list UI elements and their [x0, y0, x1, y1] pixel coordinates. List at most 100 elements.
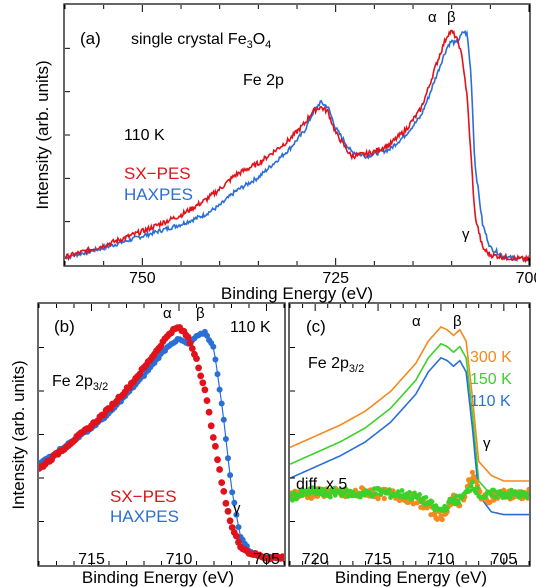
haxpes-series-b-point — [216, 386, 223, 393]
x-tick-label: 750 — [129, 270, 156, 287]
sxpes-series-b-point — [197, 372, 205, 380]
panel-a-temp-label: 110 K — [124, 127, 165, 144]
xlabel-c: Binding Energy (eV) — [335, 568, 487, 587]
panel-a-beta-label: β — [447, 9, 456, 26]
diff-150k-point — [332, 492, 338, 498]
haxpes-series-b-point — [218, 400, 225, 407]
diff-300k-point — [471, 473, 477, 479]
sxpes-series-b-point — [218, 479, 226, 486]
diff-150k-point — [526, 492, 529, 497]
diff-150k-point — [473, 490, 479, 496]
sxpes-series-b-point — [184, 333, 192, 341]
diff-150k-point — [345, 494, 351, 499]
x-tick-label: 710 — [166, 551, 193, 568]
sxpes-series-b-point — [193, 355, 200, 362]
panel-a-sample-label: single crystal Fe3O4 — [131, 31, 271, 51]
panel-a-legend-sxpes: SX−PES — [124, 164, 191, 183]
panel-b-temp-label: 110 K — [230, 319, 271, 336]
sxpes-series-b-point — [226, 517, 234, 525]
panel-c-legend-110k: 110 K — [470, 393, 511, 410]
panel-c-plot — [290, 326, 529, 523]
diff-300k-point — [477, 489, 483, 495]
diff-150k-point — [300, 493, 305, 498]
sxpes-series-b-point — [205, 408, 213, 416]
diff-150k-point — [444, 506, 450, 511]
panel-c-label: (c) — [306, 317, 326, 336]
haxpes-series-b-point — [231, 499, 238, 506]
sxpes-series-a — [65, 29, 529, 264]
diff-150k-point — [293, 496, 299, 502]
sxpes-series-b-point — [233, 532, 240, 540]
diff-300k-point — [375, 496, 381, 502]
diff-150k-point — [493, 494, 499, 500]
diff-150k-point — [373, 491, 378, 496]
x-tick-label: 720 — [302, 551, 329, 568]
panel-b-beta-label: β — [196, 305, 205, 322]
panel-b-frame — [37, 302, 286, 567]
diff-150k-point — [417, 492, 422, 497]
panel-c-legend-150k: 150 K — [470, 371, 512, 388]
panel-c-gamma-label: γ — [483, 435, 491, 452]
sxpes-series-b-point — [195, 364, 203, 372]
diff-150k-point — [456, 500, 461, 506]
haxpes-series-b-point — [235, 524, 242, 531]
diff-150k-point — [491, 487, 497, 493]
diff-300k-point — [526, 486, 529, 492]
panel-c-legend-300k: 300 K — [470, 349, 512, 366]
diff-300k-point — [434, 516, 440, 522]
sxpes-series-b-point — [281, 555, 284, 563]
haxpes-series-b-point — [227, 472, 234, 479]
diff-150k-point — [423, 495, 429, 500]
sxpes-series-b-point — [224, 507, 232, 515]
sxpes-series-b-point — [199, 379, 207, 387]
diff-150k-point — [507, 494, 513, 500]
sxpes-series-b-point — [216, 466, 224, 473]
panel-b-label: (b) — [54, 317, 75, 336]
panel-b-gamma-label: γ — [233, 500, 241, 517]
panel-a-plot — [65, 29, 529, 264]
panel-a-edge-label: Fe 2p — [243, 72, 284, 89]
diff-150k-point — [453, 493, 459, 499]
panel-b-legend-haxpes: HAXPES — [110, 507, 179, 526]
haxpes-series-a — [65, 29, 529, 263]
x-tick-label: 725 — [322, 270, 349, 287]
sxpes-series-b-point — [209, 434, 217, 441]
sxpes-series-b-point — [220, 488, 228, 495]
x-tick-label: 700 — [516, 270, 536, 287]
sxpes-series-b-point — [222, 499, 230, 507]
panel-a-legend-haxpes: HAXPES — [124, 185, 193, 204]
panel-b-plot — [39, 324, 284, 563]
diff-150k-point — [341, 490, 347, 496]
panel-b-legend-sxpes: SX−PES — [110, 487, 177, 506]
diff-150k-point — [399, 488, 405, 493]
diff-150k-point — [475, 485, 480, 491]
diff-150k-point — [470, 479, 475, 485]
diff-150k-point — [395, 489, 401, 495]
panel-c-diff-label: diff. x 5 — [296, 476, 347, 493]
x-tick-label: 715 — [78, 551, 105, 568]
panel-a-label: (a) — [80, 29, 101, 48]
panel-a-gamma-label: γ — [462, 226, 470, 243]
diff-150k-point — [467, 488, 473, 494]
haxpes-series-b-point — [229, 489, 236, 496]
panel-a-frame — [63, 3, 531, 267]
series-300k — [290, 326, 529, 482]
sxpes-series-b-point — [186, 339, 194, 347]
haxpes-series-b-point — [212, 356, 219, 363]
ylabel-top: Intensity (arb. units) — [33, 60, 52, 209]
xlabel-b: Binding Energy (eV) — [82, 568, 234, 587]
haxpes-series-b-point — [210, 343, 217, 350]
haxpes-series-b-point — [214, 371, 221, 378]
diff-150k-point — [407, 490, 412, 495]
axis-ticks: 750 725 700 715 710 705 720 715 710 705 — [38, 5, 536, 568]
diff-150k-point — [337, 487, 343, 493]
diff-300k-point — [414, 500, 420, 506]
diff-300k-point — [381, 495, 387, 502]
panel-c-frame — [288, 302, 531, 567]
panel-c-edge-label: Fe 2p3/2 — [308, 355, 364, 375]
haxpes-series-b-point — [222, 436, 229, 442]
sxpes-series-b-point — [212, 442, 219, 450]
diff-150k-point — [322, 489, 328, 494]
diff-300k-point — [469, 469, 475, 475]
